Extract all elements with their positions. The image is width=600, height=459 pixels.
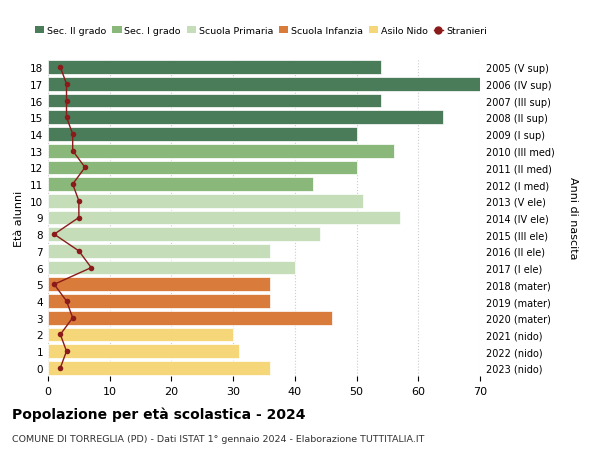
Bar (48, 128, 356, 141)
Point (74, 214, 83, 222)
Bar (48, 345, 239, 358)
Point (68, 314, 77, 322)
Point (62, 98, 71, 105)
Point (62, 114, 71, 122)
Bar (48, 161, 356, 175)
Bar (48, 278, 270, 291)
Point (62, 348, 71, 355)
Point (56, 364, 65, 372)
Bar (48, 261, 295, 275)
Bar (48, 178, 313, 191)
Point (56, 64, 65, 72)
Point (74, 248, 83, 255)
Bar (48, 295, 270, 308)
Point (62, 298, 71, 305)
Legend: Sec. II grado, Sec. I grado, Scuola Primaria, Scuola Infanzia, Asilo Nido, Stran: Sec. II grado, Sec. I grado, Scuola Prim… (31, 23, 490, 40)
Bar (48, 211, 400, 225)
Point (74, 198, 83, 205)
Bar (48, 95, 381, 108)
Y-axis label: Anni di nascita: Anni di nascita (568, 177, 578, 259)
Point (62, 81, 71, 88)
Y-axis label: Età alunni: Età alunni (14, 190, 25, 246)
Bar (48, 111, 443, 125)
Bar (48, 228, 320, 241)
Text: Popolazione per età scolastica - 2024: Popolazione per età scolastica - 2024 (12, 406, 305, 421)
Point (49, 231, 59, 238)
Point (49, 281, 59, 288)
Point (68, 131, 77, 138)
Bar (48, 328, 233, 341)
Point (68, 181, 77, 188)
Bar (48, 145, 394, 158)
Bar (48, 245, 270, 258)
Point (86, 264, 96, 272)
Bar (48, 361, 270, 375)
Point (80, 164, 90, 172)
Bar (48, 61, 381, 75)
Bar (48, 311, 332, 325)
Bar (48, 195, 363, 208)
Text: COMUNE DI TORREGLIA (PD) - Dati ISTAT 1° gennaio 2024 - Elaborazione TUTTITALIA.: COMUNE DI TORREGLIA (PD) - Dati ISTAT 1°… (12, 434, 424, 443)
Bar (48, 78, 480, 91)
Point (68, 148, 77, 155)
Point (56, 331, 65, 338)
